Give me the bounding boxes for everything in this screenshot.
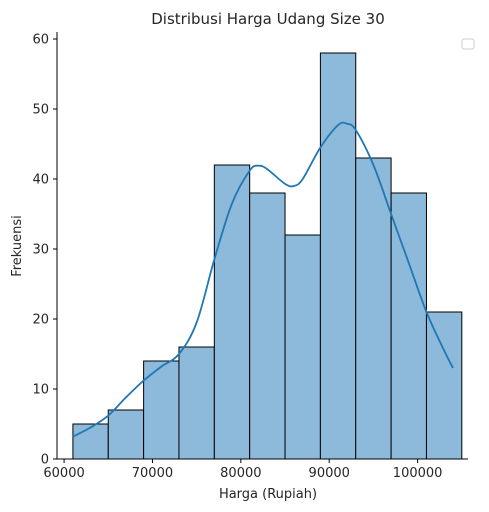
x-axis-label: Harga (Rupiah) [219,487,317,502]
y-tick-label: 50 [32,103,49,118]
kde-group [72,121,454,438]
y-tick-label: 20 [32,313,49,328]
legend-box [461,38,475,50]
histogram-bar [107,409,145,460]
histogram-bar [72,423,109,460]
x-tick-label: 70000 [132,466,173,481]
y-tick-label: 30 [32,243,49,258]
x-tick-label: 60000 [43,466,84,481]
y-tick-label: 10 [32,383,49,398]
y-tick-label: 60 [32,33,49,48]
histogram-bar [355,157,392,460]
chart-title: Distribusi Harga Udang Size 30 [151,10,385,28]
y-tick-label: 0 [41,453,49,468]
x-tick-label: 90000 [309,466,350,481]
histogram-bar [425,311,463,460]
bars-group [72,52,463,460]
kde-line [72,121,454,438]
x-tick-label: 100000 [393,466,443,481]
histogram-bar [319,52,357,460]
x-tick-label: 80000 [220,466,261,481]
axes-group: 0 10 20 30 40 50 60 60000 70000 80000 90000 100000 [32,32,468,481]
histogram-bar [213,164,251,460]
y-axis-label: Frekuensi [10,215,25,277]
histogram-bar [284,234,321,460]
legend [461,38,475,50]
y-tick-label: 40 [32,173,49,188]
histogram-bar [249,192,286,460]
histogram-bar [143,360,180,460]
histogram-bar [390,192,427,460]
histogram-bar [178,346,215,460]
